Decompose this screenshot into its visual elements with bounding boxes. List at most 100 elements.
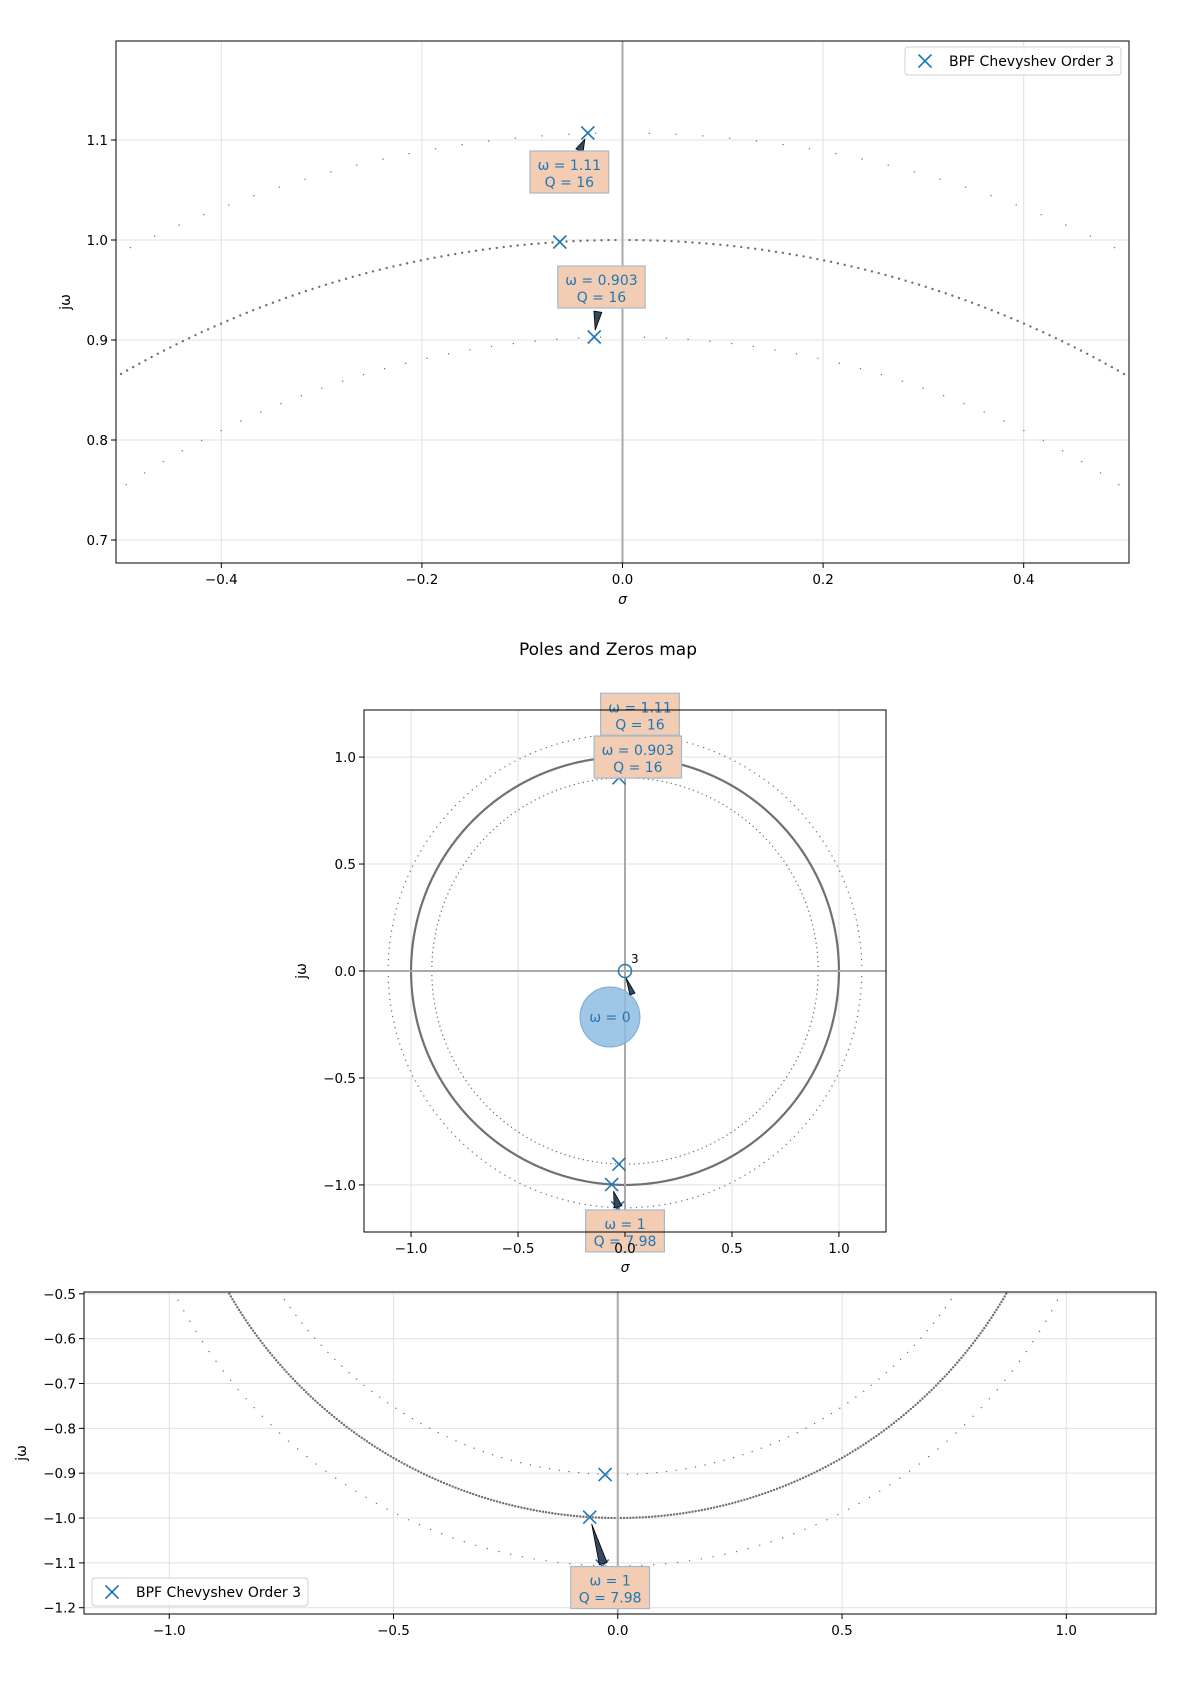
figure-title: Poles and Zeros map [519, 640, 697, 660]
annotation-arrow [591, 1523, 608, 1566]
reference-circle-r1.107 [129, 132, 1116, 249]
annotation-text: Q = 16 [615, 717, 665, 733]
y-tick-label: −0.7 [43, 1376, 76, 1392]
x-tick-label: 0.5 [831, 1623, 852, 1639]
x-tick-label: 0.0 [612, 572, 633, 588]
annotation-text: ω = 1.11 [608, 700, 672, 716]
annotation-text: Q = 16 [577, 290, 627, 306]
zero-multiplicity: 3 [631, 952, 639, 966]
legend-frame [91, 1577, 309, 1607]
zero-marker [617, 963, 633, 979]
x-tick-label: −1.0 [153, 1623, 186, 1639]
annotation-box [529, 150, 610, 194]
annotation-text: ω = 0.903 [602, 743, 674, 759]
x-axis-label: σ [618, 592, 628, 608]
pole-marker [604, 1177, 619, 1192]
zero-arrow [625, 977, 636, 996]
legend-label: BPF Chevyshev Order 3 [949, 54, 1114, 70]
panel-zoom-lower: ω = 1Q = 7.98 −1.0 −0.5 0.0 0.5 1.0 −0.5 −0.6 −0… [14, 1287, 1157, 1639]
pole-annotation: ω = 1Q = 7.98 [584, 1191, 665, 1253]
reference-circle-r1.107 [387, 733, 863, 1209]
pole-marker [611, 1157, 627, 1172]
x-tick-label: 1.0 [828, 1241, 849, 1257]
pole-marker [598, 1467, 613, 1482]
annotation-text: ω = 1 [589, 1574, 630, 1590]
annotation-text: Q = 16 [545, 175, 595, 191]
annotation-text: Q = 7.98 [579, 1591, 642, 1607]
x-tick-label: 0.4 [1013, 572, 1034, 588]
x-tick-label: −0.4 [205, 572, 238, 588]
x-tick-label: 1.0 [1056, 1623, 1077, 1639]
x-tick-label: 0.5 [721, 1241, 742, 1257]
annotation-text: Q = 7.98 [594, 1234, 657, 1250]
legend-marker [917, 53, 933, 69]
plot-area [177, 1292, 1059, 1614]
y-tick-label: −0.8 [43, 1421, 76, 1437]
axes-frame [83, 1291, 1157, 1615]
y-tick-label: 0.7 [87, 533, 108, 549]
y-tick-label: −0.9 [43, 1466, 76, 1482]
reference-circle-r0.903 [278, 1292, 958, 1476]
y-tick-label: 1.1 [87, 133, 108, 149]
annotation-box [584, 1209, 665, 1253]
y-tick-label: 1.0 [87, 233, 108, 249]
pole-marker [582, 1510, 597, 1525]
annotation-box [593, 735, 683, 779]
x-tick-label: −0.5 [377, 1623, 410, 1639]
annotation-text: ω = 0.903 [565, 273, 637, 289]
x-axis-label: σ [621, 1260, 631, 1276]
y-axis-label: jω [14, 1445, 30, 1462]
x-tick-label: −1.0 [395, 1241, 428, 1257]
pole-annotation: ω = 1.11Q = 16 [529, 138, 610, 194]
x-tick-label: −0.2 [406, 572, 439, 588]
y-axis-label: jω [58, 294, 74, 311]
annotation-text: ω = 1 [604, 1217, 645, 1233]
annotation-text: Q = 16 [613, 760, 663, 776]
y-tick-label: −1.0 [323, 1178, 356, 1194]
annotation-text: ω = 1.11 [538, 158, 602, 174]
y-tick-label: −0.5 [43, 1287, 76, 1303]
y-tick-label: 0.5 [335, 857, 356, 873]
pole-marker [587, 329, 602, 345]
annotation-box [570, 1565, 651, 1610]
y-tick-label: −0.6 [43, 1332, 76, 1348]
y-tick-label: −1.0 [43, 1511, 76, 1527]
reference-circle-r0.903 [125, 336, 1120, 486]
legend-frame [904, 46, 1122, 76]
reference-circle-r1.107 [177, 1299, 1059, 1567]
pole-annotation: ω = 1Q = 7.98 [570, 1523, 651, 1610]
y-tick-label: 0.0 [335, 964, 356, 980]
y-tick-label: 0.9 [87, 333, 108, 349]
annotation-box [599, 692, 680, 736]
plot-area: ω = 0 3 [364, 710, 886, 1232]
y-axis-label: jω [294, 963, 310, 980]
reference-circle-r1 [226, 1292, 1009, 1520]
annotation-arrow [575, 138, 586, 153]
annotation-box [557, 265, 646, 309]
annotation-arrow [593, 310, 603, 331]
legend-label: BPF Chevyshev Order 3 [136, 1585, 301, 1601]
y-tick-label: −1.2 [43, 1601, 76, 1617]
zero-bubble-label: ω = 0 [589, 1010, 630, 1026]
x-tick-label: 0.2 [812, 572, 833, 588]
legend: BPF Chevyshev Order 3 [91, 1577, 309, 1607]
x-tick-label: 0.0 [607, 1623, 628, 1639]
legend: BPF Chevyshev Order 3 [904, 46, 1122, 76]
y-tick-label: −1.1 [43, 1556, 76, 1572]
y-tick-label: −0.5 [323, 1071, 356, 1087]
y-tick-label: 0.8 [87, 433, 108, 449]
zero-bubble [579, 986, 641, 1048]
pole-marker [580, 125, 595, 141]
x-tick-label: 0.0 [614, 1241, 635, 1257]
pole-annotation: ω = 1.11Q = 16 [599, 692, 680, 736]
reference-circle-r0.903 [431, 777, 819, 1165]
annotation-arrow [613, 1191, 623, 1209]
pole-marker [552, 234, 567, 250]
x-tick-label: −0.5 [502, 1241, 535, 1257]
y-tick-label: 1.0 [335, 750, 356, 766]
